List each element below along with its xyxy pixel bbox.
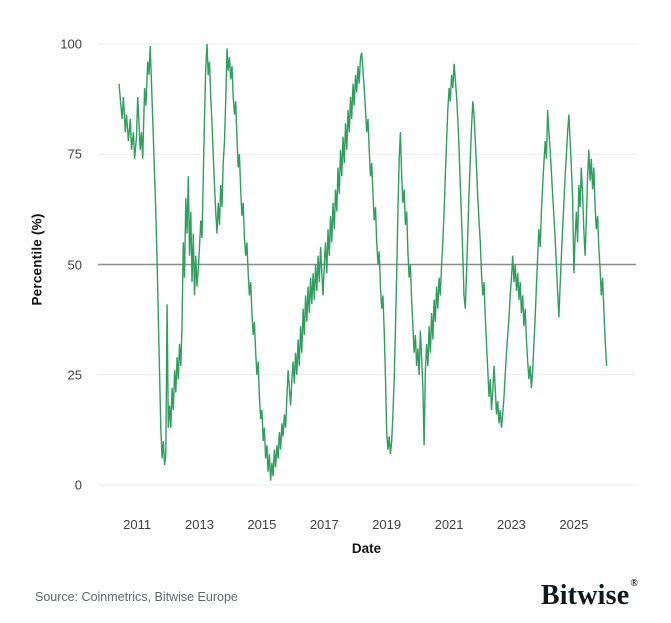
source-attribution: Source: Coinmetrics, Bitwise Europe [35, 590, 238, 604]
x-tick-label: 2013 [185, 517, 214, 532]
registered-trademark-icon: ® [630, 578, 638, 589]
x-tick-label: 2011 [123, 517, 152, 532]
chart-plot-area [98, 43, 636, 486]
bitwise-logo-text: Bitwise [540, 580, 630, 611]
y-tick-label: 25 [67, 367, 82, 383]
x-axis-title: Date [351, 541, 382, 556]
y-tick-label: 50 [67, 257, 82, 272]
x-tick-label: 2021 [434, 517, 464, 532]
y-tick-label: 0 [74, 477, 82, 493]
x-tick-label: 2019 [372, 517, 402, 532]
bitwise-logo: Bitwise® [541, 578, 638, 612]
y-tick-label: 100 [60, 36, 82, 52]
x-tick-label: 2017 [309, 517, 339, 532]
x-tick-label: 2023 [496, 517, 526, 532]
series-line-percentile [118, 43, 608, 481]
y-tick-label: 75 [67, 146, 82, 162]
x-tick-label: 2015 [247, 517, 277, 532]
x-tick-label: 2025 [559, 517, 589, 532]
